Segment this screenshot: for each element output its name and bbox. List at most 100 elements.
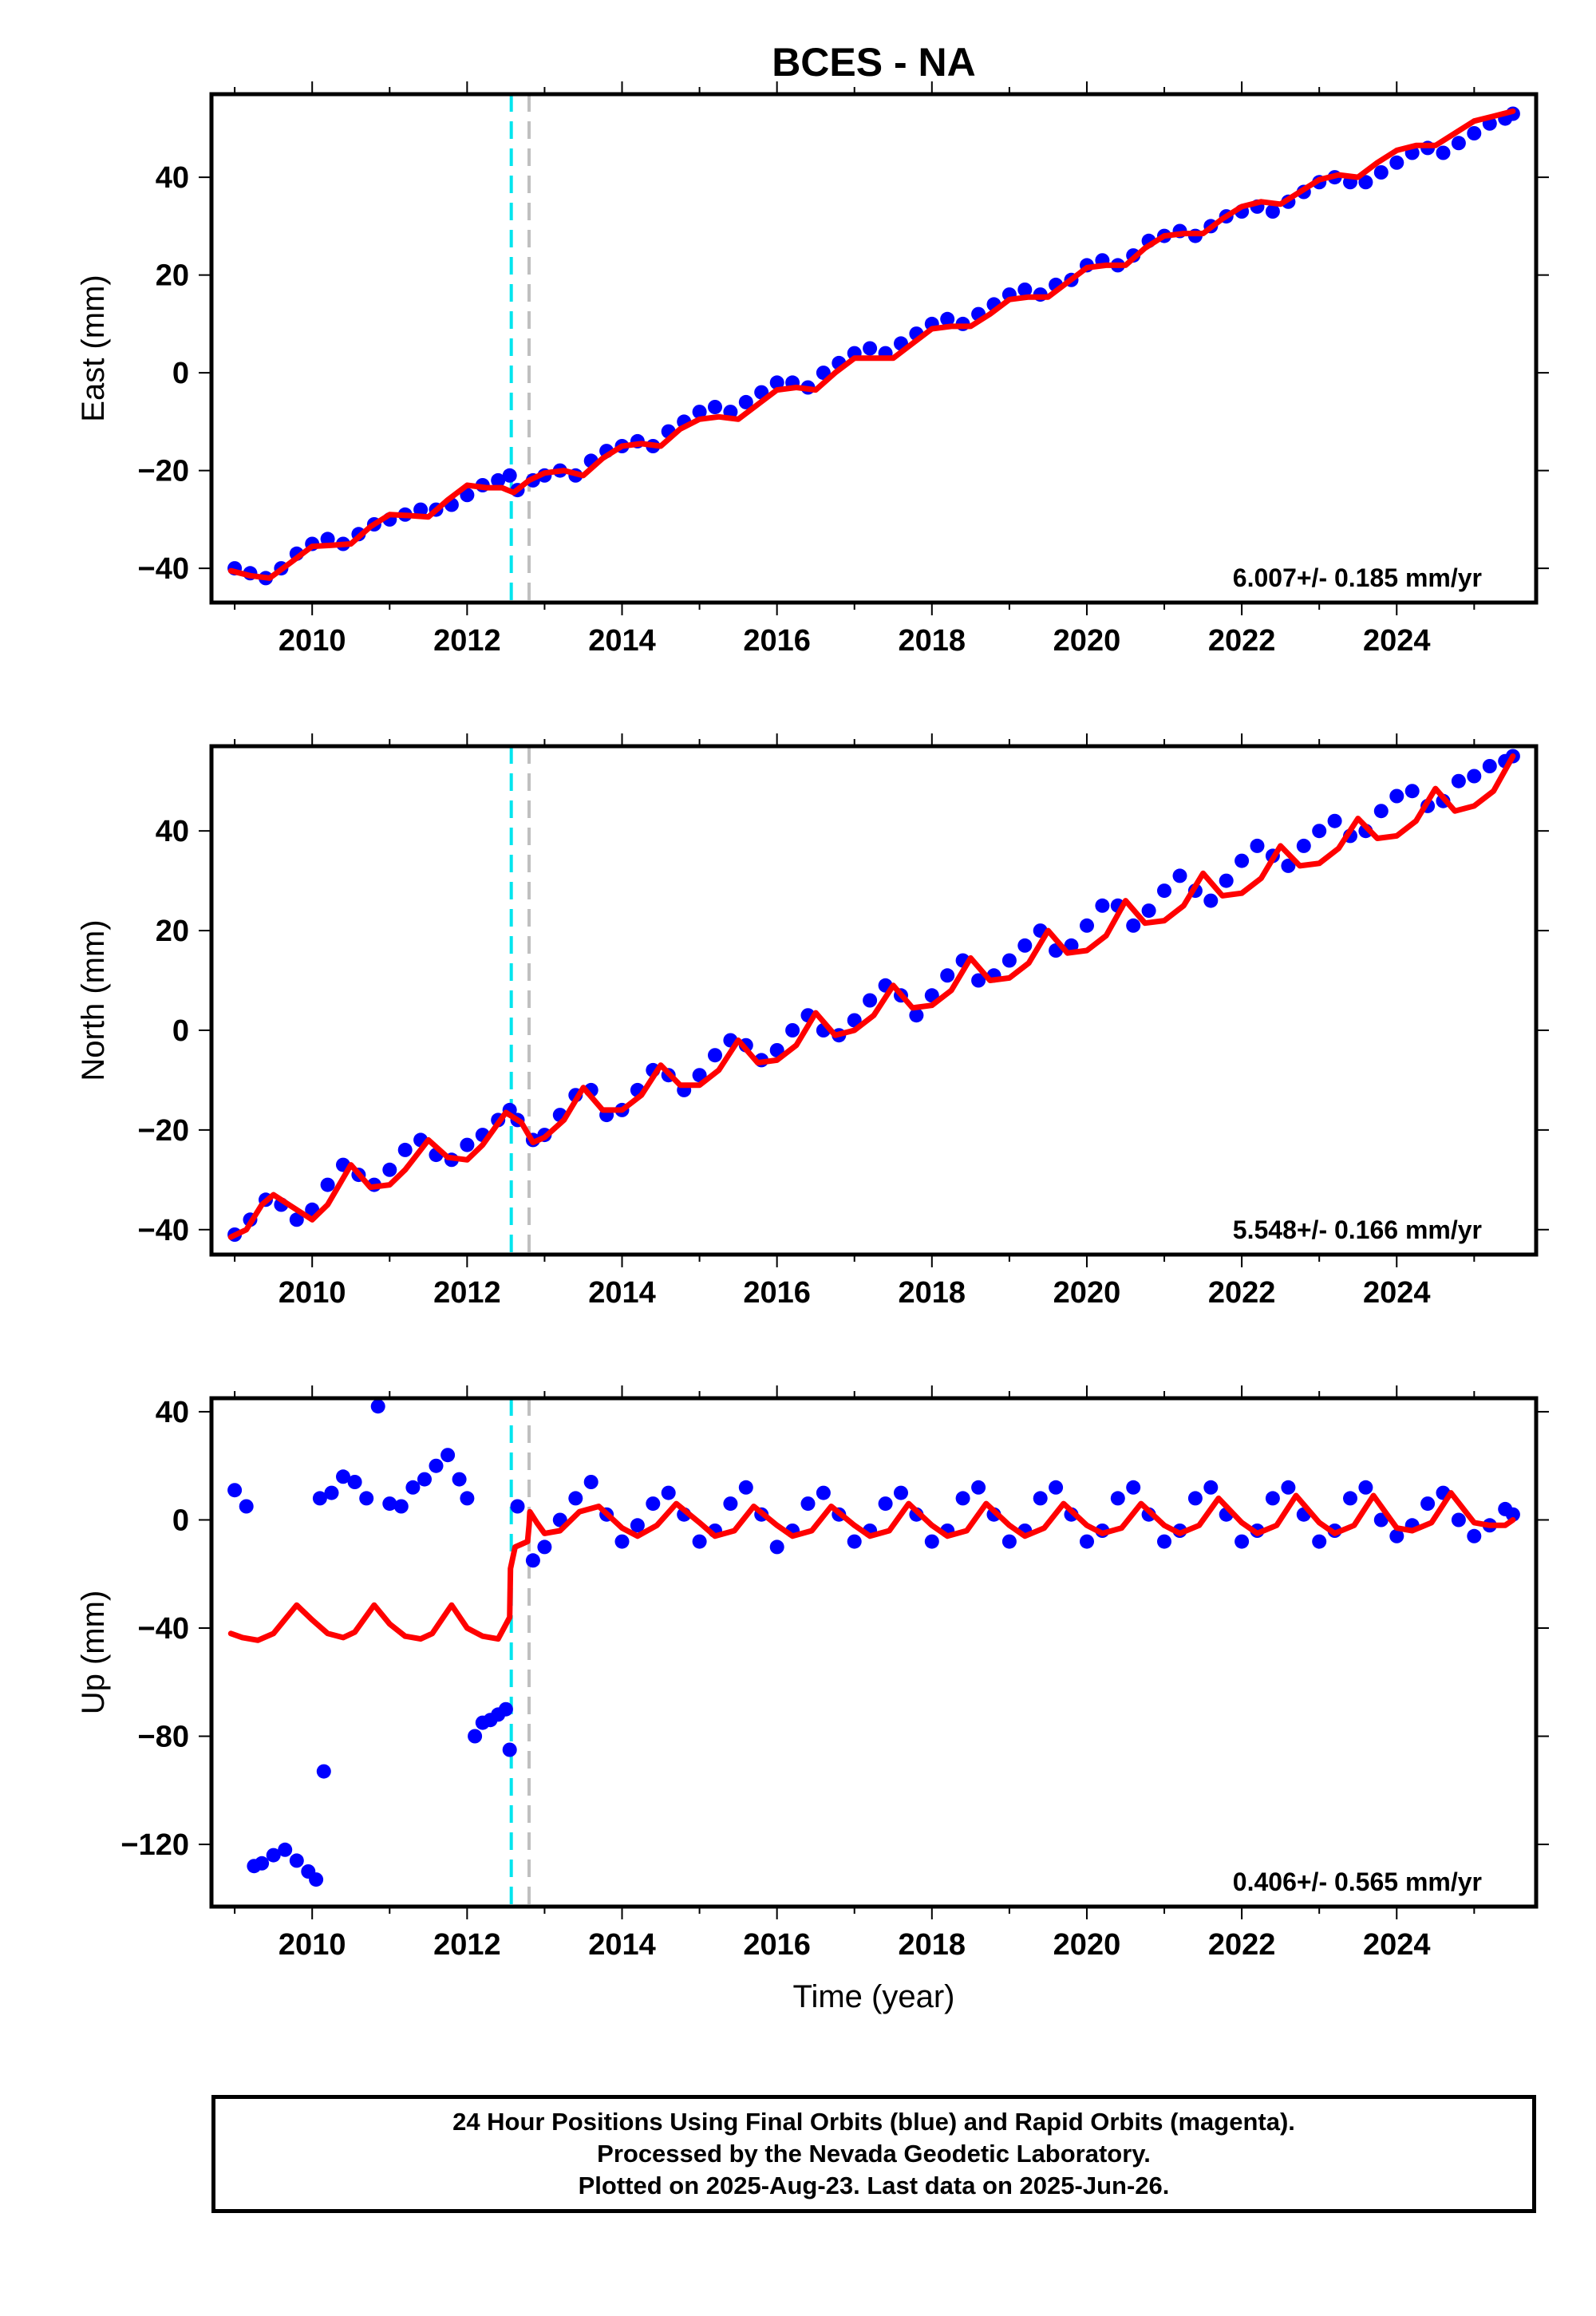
data-point xyxy=(1373,165,1389,180)
data-point xyxy=(1389,1528,1404,1543)
data-point xyxy=(863,993,878,1008)
data-point xyxy=(1250,838,1265,853)
data-point xyxy=(429,1458,444,1473)
data-point xyxy=(1219,873,1234,888)
data-layer xyxy=(227,1398,1520,1907)
data-point xyxy=(738,394,753,409)
data-point xyxy=(692,405,707,420)
data-point xyxy=(502,468,517,483)
data-point xyxy=(785,1023,800,1037)
data-point xyxy=(1281,1480,1296,1495)
data-point xyxy=(1373,1512,1389,1528)
data-point xyxy=(894,1485,908,1500)
data-point xyxy=(320,1177,335,1192)
x-tick-label: 2024 xyxy=(1363,624,1431,658)
data-point xyxy=(316,1764,331,1779)
data-point xyxy=(460,1491,475,1506)
data-point xyxy=(1265,204,1280,219)
data-point xyxy=(878,1496,893,1512)
data-point xyxy=(847,1013,862,1028)
x-tick-label: 2020 xyxy=(1053,1928,1121,1962)
data-layer xyxy=(227,94,1520,603)
data-point xyxy=(1436,145,1451,160)
data-point xyxy=(1358,1480,1373,1495)
y-tick-label: 40 xyxy=(156,1396,189,1429)
data-point xyxy=(1296,838,1311,853)
data-point xyxy=(1327,813,1342,828)
x-tick-label: 2012 xyxy=(433,624,501,658)
data-point xyxy=(309,1872,324,1887)
data-point xyxy=(723,1496,738,1512)
data-point xyxy=(266,1848,281,1863)
data-point xyxy=(863,341,878,356)
x-tick-label: 2010 xyxy=(279,624,346,658)
y-tick-label: −40 xyxy=(138,1612,189,1646)
y-tick-label: 0 xyxy=(172,357,189,390)
data-point xyxy=(1126,1480,1141,1495)
data-point xyxy=(324,1485,339,1500)
data-point xyxy=(1033,1491,1048,1506)
data-point xyxy=(460,1137,475,1152)
x-tick-label: 2020 xyxy=(1053,1276,1121,1310)
data-point xyxy=(1467,1528,1482,1543)
y-axis-label: East (mm) xyxy=(76,275,111,421)
panel-east: 2010 2012 2014 2016 2018 2020 2022 2024 −40 −20 0 2… xyxy=(76,81,1549,658)
data-point xyxy=(738,1480,753,1495)
data-point xyxy=(510,1499,525,1514)
data-point xyxy=(940,311,955,326)
y-tick-label: −40 xyxy=(138,552,189,586)
data-point xyxy=(769,375,784,390)
data-point xyxy=(393,1499,409,1514)
footer-line: Plotted on 2025-Aug-23. Last data on 202… xyxy=(578,2172,1170,2199)
data-point xyxy=(1404,784,1420,799)
y-tick-label: 0 xyxy=(172,1014,189,1048)
data-point xyxy=(1482,759,1497,773)
plot-frame xyxy=(209,92,1539,605)
data-point xyxy=(924,1534,939,1549)
data-point xyxy=(1235,853,1250,868)
data-point xyxy=(924,988,939,1003)
data-point xyxy=(1451,136,1466,151)
footer-line: Processed by the Nevada Geodetic Laborat… xyxy=(597,2140,1151,2168)
data-point xyxy=(405,1480,421,1495)
data-point xyxy=(1467,126,1482,140)
data-point xyxy=(1080,1534,1094,1549)
chart-title: BCES - NA xyxy=(772,40,976,85)
data-point xyxy=(1312,1534,1327,1549)
y-tick-label: 20 xyxy=(156,259,189,293)
data-point xyxy=(382,1496,397,1512)
data-point xyxy=(614,1534,630,1549)
x-tick-label: 2012 xyxy=(433,1276,501,1310)
data-point xyxy=(630,1518,645,1533)
y-axis-label: North (mm) xyxy=(76,919,111,1081)
data-point xyxy=(1095,898,1110,913)
data-point xyxy=(692,1068,707,1083)
data-point xyxy=(1505,1507,1520,1522)
y-tick-label: −80 xyxy=(138,1721,189,1754)
data-point xyxy=(239,1499,254,1514)
x-tick-label: 2022 xyxy=(1208,1276,1276,1310)
data-point xyxy=(312,1491,327,1506)
data-point xyxy=(1049,1480,1064,1495)
plot-frame xyxy=(209,1396,1539,1909)
data-point xyxy=(370,1399,385,1414)
x-tick-label: 2014 xyxy=(588,1276,656,1310)
plot-area-up xyxy=(211,1398,1536,1907)
data-point xyxy=(1017,938,1033,953)
data-point xyxy=(502,1742,517,1757)
data-point xyxy=(568,1491,583,1506)
y-tick-label: −20 xyxy=(138,1114,189,1148)
x-tick-label: 2018 xyxy=(899,624,966,658)
data-point xyxy=(537,1539,552,1555)
data-point xyxy=(708,400,722,414)
data-point xyxy=(1172,868,1187,883)
y-tick-label: −40 xyxy=(138,1214,189,1247)
data-point xyxy=(336,1469,350,1484)
data-point xyxy=(940,968,955,983)
x-tick-label: 2014 xyxy=(588,624,656,658)
x-tick-label: 2022 xyxy=(1208,1928,1276,1962)
y-tick-label: −20 xyxy=(138,455,189,488)
data-point xyxy=(583,1475,598,1489)
x-tick-label: 2016 xyxy=(743,1928,811,1962)
data-point xyxy=(1281,858,1296,873)
